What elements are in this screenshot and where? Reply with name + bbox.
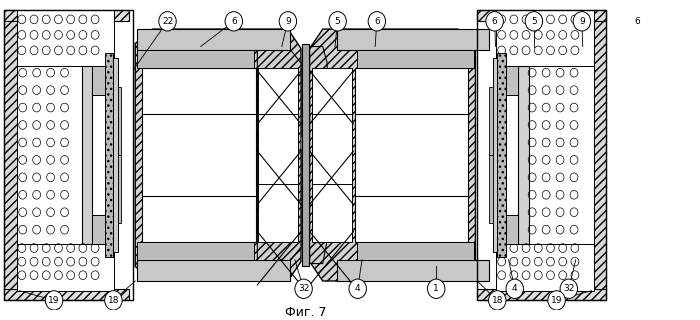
Text: 4: 4 <box>355 284 360 293</box>
Bar <box>489 87 493 155</box>
Bar <box>118 155 121 223</box>
Bar <box>477 10 606 300</box>
Bar <box>137 260 290 281</box>
Circle shape <box>696 12 700 31</box>
Circle shape <box>628 12 645 31</box>
Text: 5: 5 <box>531 17 537 26</box>
Polygon shape <box>477 289 606 300</box>
Circle shape <box>295 279 312 299</box>
Circle shape <box>46 291 63 310</box>
Bar <box>355 114 468 196</box>
Bar <box>17 66 82 244</box>
Circle shape <box>368 12 386 31</box>
Circle shape <box>525 12 542 31</box>
Polygon shape <box>309 46 327 264</box>
Text: 9: 9 <box>579 17 584 26</box>
Bar <box>113 58 118 252</box>
Circle shape <box>560 279 577 299</box>
Bar <box>142 68 256 126</box>
Circle shape <box>349 279 366 299</box>
Bar <box>312 68 352 126</box>
Polygon shape <box>4 10 129 21</box>
Bar <box>82 66 92 244</box>
Bar <box>142 114 256 196</box>
Bar <box>493 58 497 252</box>
Text: 6: 6 <box>492 17 498 26</box>
Text: 19: 19 <box>551 296 562 305</box>
Bar <box>505 66 518 95</box>
Bar <box>496 244 594 291</box>
Bar <box>357 242 474 260</box>
Text: 6: 6 <box>374 17 379 26</box>
Bar <box>496 10 594 66</box>
Bar <box>17 10 114 66</box>
Bar <box>312 184 352 242</box>
Text: 6: 6 <box>634 17 640 26</box>
Bar <box>355 68 468 126</box>
Text: 18: 18 <box>491 296 503 305</box>
Bar <box>92 66 106 95</box>
Bar <box>137 242 254 260</box>
Polygon shape <box>4 10 15 291</box>
Polygon shape <box>477 10 606 21</box>
Bar <box>505 215 518 244</box>
Polygon shape <box>4 289 129 300</box>
Text: 32: 32 <box>563 284 575 293</box>
Text: 22: 22 <box>699 17 700 26</box>
Bar <box>337 260 489 281</box>
Bar <box>258 184 298 242</box>
Polygon shape <box>309 29 475 281</box>
Text: 32: 32 <box>298 284 309 293</box>
Circle shape <box>225 12 242 31</box>
Text: 5: 5 <box>335 17 340 26</box>
Bar <box>137 29 290 50</box>
Circle shape <box>489 291 506 310</box>
Circle shape <box>486 12 503 31</box>
Polygon shape <box>595 10 606 291</box>
Bar <box>4 10 134 300</box>
Text: 22: 22 <box>162 17 173 26</box>
Polygon shape <box>135 29 301 281</box>
Bar <box>337 29 489 50</box>
Text: 19: 19 <box>48 296 60 305</box>
Text: 9: 9 <box>285 17 290 26</box>
Polygon shape <box>594 21 606 289</box>
Circle shape <box>279 12 297 31</box>
Circle shape <box>548 291 566 310</box>
Bar <box>17 244 114 291</box>
Bar <box>489 155 493 223</box>
Bar <box>357 50 474 68</box>
Text: 18: 18 <box>108 296 119 305</box>
Text: 6: 6 <box>231 17 237 26</box>
Bar <box>497 53 506 257</box>
Circle shape <box>329 12 346 31</box>
Bar <box>355 184 468 242</box>
Circle shape <box>105 291 122 310</box>
Bar <box>302 44 309 267</box>
Bar <box>137 50 254 68</box>
Bar <box>258 68 298 126</box>
Circle shape <box>428 279 445 299</box>
Polygon shape <box>258 46 301 264</box>
Circle shape <box>506 279 524 299</box>
Bar <box>118 87 121 155</box>
Text: 4: 4 <box>512 284 517 293</box>
Text: Фиг. 7: Фиг. 7 <box>285 306 326 319</box>
Bar <box>105 53 113 257</box>
Bar <box>92 215 106 244</box>
Bar <box>518 66 528 244</box>
Circle shape <box>159 12 176 31</box>
Polygon shape <box>4 21 17 289</box>
Bar <box>312 114 352 196</box>
Circle shape <box>573 12 591 31</box>
Bar <box>258 114 298 196</box>
Bar <box>142 184 256 242</box>
Bar <box>528 66 594 244</box>
Text: 1: 1 <box>433 284 439 293</box>
